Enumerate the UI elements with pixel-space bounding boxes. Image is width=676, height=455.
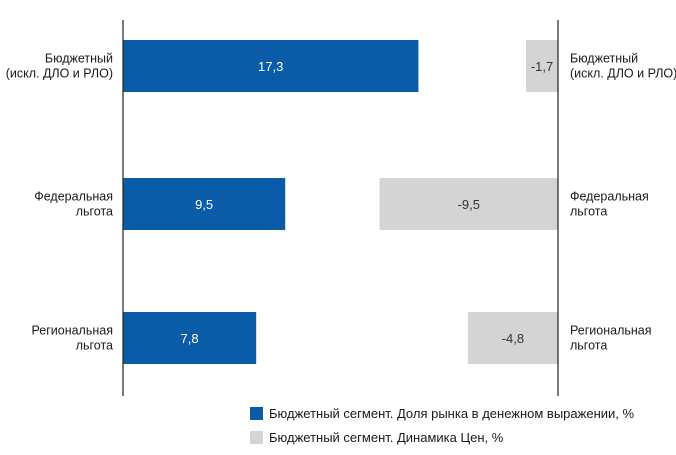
- legend-swatch-price-dynamics: [250, 431, 263, 444]
- legend-label-price-dynamics: Бюджетный сегмент. Динамика Цен, %: [269, 430, 504, 445]
- market-share-value-label: 7,8: [181, 331, 199, 346]
- market-share-bars: 17,3 9,5 7,8: [123, 40, 419, 364]
- market-share-value-label: 17,3: [258, 59, 283, 74]
- left-category-labels: Бюджетный (искл. ДЛО и РЛО) Федеральная льг…: [6, 52, 113, 353]
- price-dynamics-value-label: -1,7: [531, 59, 553, 74]
- price-dynamics-value-label: -4,8: [502, 331, 524, 346]
- market-share-value-label: 9,5: [195, 197, 213, 212]
- market-share-bar: [123, 178, 286, 230]
- legend-item-price-dynamics: Бюджетный сегмент. Динамика Цен, %: [250, 430, 503, 445]
- category-label-right: Региональная льгота: [570, 324, 652, 353]
- legend-label-market-share: Бюджетный сегмент. Доля рынка в денежном…: [269, 406, 635, 421]
- market-share-bar: [123, 312, 257, 364]
- legend-swatch-market-share: [250, 407, 263, 420]
- price-dynamics-bar: [467, 312, 558, 364]
- market-share-bar: [123, 40, 419, 92]
- category-label-left: Бюджетный (искл. ДЛО и РЛО): [6, 52, 113, 81]
- legend-item-market-share: Бюджетный сегмент. Доля рынка в денежном…: [250, 406, 634, 421]
- category-label-right: Бюджетный (искл. ДЛО и РЛО): [570, 52, 676, 81]
- price-dynamics-bars: -1,7 -9,5 -4,8: [379, 40, 558, 364]
- price-dynamics-bar: [379, 178, 558, 230]
- price-dynamics-bar: [526, 40, 558, 92]
- category-label-left: Федеральная льгота: [34, 190, 113, 219]
- category-label-right: Федеральная льгота: [570, 190, 649, 219]
- right-category-labels: Бюджетный (искл. ДЛО и РЛО) Федеральная льг…: [570, 52, 676, 353]
- price-dynamics-value-label: -9,5: [458, 197, 480, 212]
- category-label-left: Региональная льгота: [31, 324, 113, 353]
